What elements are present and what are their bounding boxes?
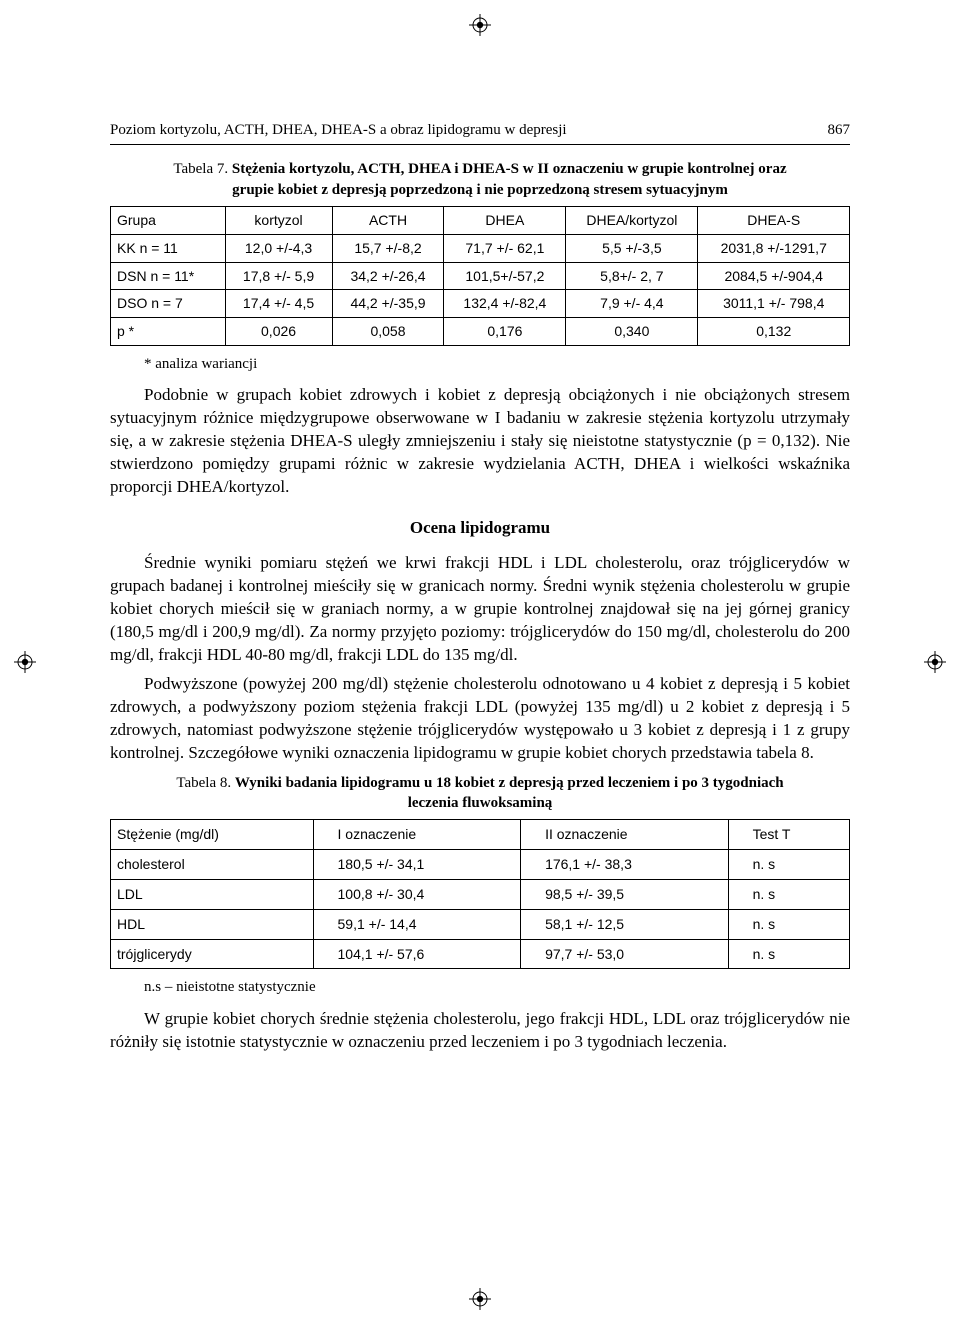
cell: 98,5 +/- 39,5 xyxy=(521,879,729,909)
cell: 0,176 xyxy=(444,318,566,346)
registration-mark-icon xyxy=(469,1288,491,1310)
table7-caption: Tabela 7. Stężenia kortyzolu, ACTH, DHEA… xyxy=(160,159,800,200)
cell: 58,1 +/- 12,5 xyxy=(521,909,729,939)
table-row: trójglicerydy 104,1 +/- 57,6 97,7 +/- 53… xyxy=(111,939,850,969)
table7-col-acth: ACTH xyxy=(332,206,444,234)
table7-col-dheas: DHEA-S xyxy=(698,206,850,234)
cell: 71,7 +/- 62,1 xyxy=(444,234,566,262)
cell: 101,5+/-57,2 xyxy=(444,262,566,290)
cell: n. s xyxy=(728,849,849,879)
cell: 104,1 +/- 57,6 xyxy=(313,939,521,969)
table7-col-dhea-kortyzol: DHEA/kortyzol xyxy=(566,206,698,234)
page: Poziom kortyzolu, ACTH, DHEA, DHEA-S a o… xyxy=(0,0,960,1324)
header-rule xyxy=(110,144,850,145)
table7-col-kortyzol: kortyzol xyxy=(225,206,332,234)
table8-caption: Tabela 8. Wyniki badania lipidogramu u 1… xyxy=(160,773,800,814)
table7-col-dhea: DHEA xyxy=(444,206,566,234)
cell: 5,5 +/-3,5 xyxy=(566,234,698,262)
cell: 0,058 xyxy=(332,318,444,346)
cell: 0,340 xyxy=(566,318,698,346)
table-row: cholesterol 180,5 +/- 34,1 176,1 +/- 38,… xyxy=(111,849,850,879)
cell: 176,1 +/- 38,3 xyxy=(521,849,729,879)
cell: trójglicerydy xyxy=(111,939,314,969)
cell: 2084,5 +/-904,4 xyxy=(698,262,850,290)
table-row: KK n = 11 12,0 +/-4,3 15,7 +/-8,2 71,7 +… xyxy=(111,234,850,262)
paragraph: Podwyższone (powyżej 200 mg/dl) stężenie… xyxy=(110,673,850,765)
cell: 2031,8 +/-1291,7 xyxy=(698,234,850,262)
cell: n. s xyxy=(728,879,849,909)
page-number: 867 xyxy=(810,120,850,140)
paragraph: Podobnie w grupach kobiet zdrowych i kob… xyxy=(110,384,850,499)
running-head: Poziom kortyzolu, ACTH, DHEA, DHEA-S a o… xyxy=(110,120,850,140)
table7-caption-title: Stężenia kortyzolu, ACTH, DHEA i DHEA-S … xyxy=(232,161,787,197)
paragraph: Średnie wyniki pomiaru stężeń we krwi fr… xyxy=(110,552,850,667)
cell: DSN n = 11* xyxy=(111,262,226,290)
section-title-lipidogram: Ocena lipidogramu xyxy=(110,517,850,540)
cell: 180,5 +/- 34,1 xyxy=(313,849,521,879)
table-row: DSN n = 11* 17,8 +/- 5,9 34,2 +/-26,4 10… xyxy=(111,262,850,290)
cell: 34,2 +/-26,4 xyxy=(332,262,444,290)
paragraph: W grupie kobiet chorych średnie stężenia… xyxy=(110,1008,850,1054)
table8-caption-title: Wyniki badania lipidogramu u 18 kobiet z… xyxy=(235,775,784,811)
cell: 3011,1 +/- 798,4 xyxy=(698,290,850,318)
cell: 7,9 +/- 4,4 xyxy=(566,290,698,318)
cell: n. s xyxy=(728,909,849,939)
cell: 5,8+/- 2, 7 xyxy=(566,262,698,290)
table7-header-row: Grupa kortyzol ACTH DHEA DHEA/kortyzol D… xyxy=(111,206,850,234)
cell: p * xyxy=(111,318,226,346)
table7-caption-lead: Tabela 7. xyxy=(173,161,232,177)
cell: 97,7 +/- 53,0 xyxy=(521,939,729,969)
cell: 17,8 +/- 5,9 xyxy=(225,262,332,290)
table-row: p * 0,026 0,058 0,176 0,340 0,132 xyxy=(111,318,850,346)
cell: 12,0 +/-4,3 xyxy=(225,234,332,262)
table8-col-stezenie: Stężenie (mg/dl) xyxy=(111,820,314,850)
cell: 0,026 xyxy=(225,318,332,346)
table-row: DSO n = 7 17,4 +/- 4,5 44,2 +/-35,9 132,… xyxy=(111,290,850,318)
cell: LDL xyxy=(111,879,314,909)
running-title: Poziom kortyzolu, ACTH, DHEA, DHEA-S a o… xyxy=(110,120,810,140)
cell: HDL xyxy=(111,909,314,939)
cell: n. s xyxy=(728,939,849,969)
cell: cholesterol xyxy=(111,849,314,879)
cell: 15,7 +/-8,2 xyxy=(332,234,444,262)
table8-col-oznaczenie2: II oznaczenie xyxy=(521,820,729,850)
table8-caption-lead: Tabela 8. xyxy=(176,775,235,791)
cell: 59,1 +/- 14,4 xyxy=(313,909,521,939)
cell: 0,132 xyxy=(698,318,850,346)
cell: 44,2 +/-35,9 xyxy=(332,290,444,318)
cell: DSO n = 7 xyxy=(111,290,226,318)
table7-col-grupa: Grupa xyxy=(111,206,226,234)
table8-col-test-t: Test T xyxy=(728,820,849,850)
table-row: HDL 59,1 +/- 14,4 58,1 +/- 12,5 n. s xyxy=(111,909,850,939)
registration-mark-icon xyxy=(924,651,946,673)
table8-header-row: Stężenie (mg/dl) I oznaczenie II oznacze… xyxy=(111,820,850,850)
registration-mark-icon xyxy=(469,14,491,36)
table8-col-oznaczenie1: I oznaczenie xyxy=(313,820,521,850)
table7-footnote: * analiza wariancji xyxy=(144,354,850,374)
table8: Stężenie (mg/dl) I oznaczenie II oznacze… xyxy=(110,819,850,969)
table-row: LDL 100,8 +/- 30,4 98,5 +/- 39,5 n. s xyxy=(111,879,850,909)
cell: 17,4 +/- 4,5 xyxy=(225,290,332,318)
cell: 132,4 +/-82,4 xyxy=(444,290,566,318)
cell: 100,8 +/- 30,4 xyxy=(313,879,521,909)
cell: KK n = 11 xyxy=(111,234,226,262)
registration-mark-icon xyxy=(14,651,36,673)
table7: Grupa kortyzol ACTH DHEA DHEA/kortyzol D… xyxy=(110,206,850,346)
table8-footnote: n.s – nieistotne statystycznie xyxy=(144,977,850,997)
